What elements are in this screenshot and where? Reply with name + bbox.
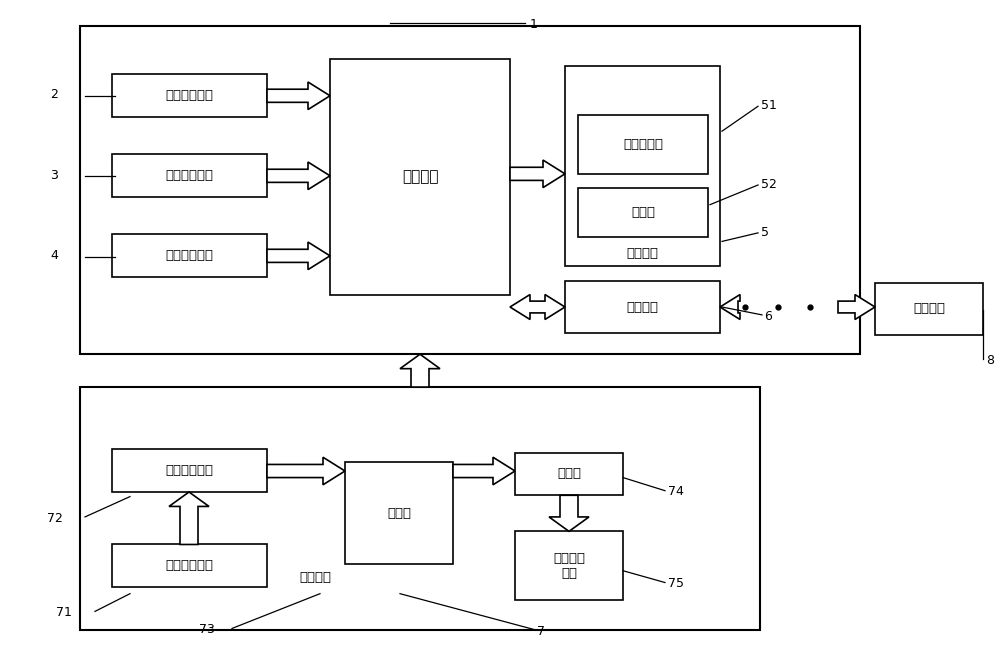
FancyBboxPatch shape [578, 188, 708, 237]
Polygon shape [267, 242, 330, 270]
FancyBboxPatch shape [80, 26, 860, 354]
Text: 监控中心: 监控中心 [913, 302, 945, 316]
FancyBboxPatch shape [80, 387, 760, 630]
FancyBboxPatch shape [565, 281, 720, 333]
Text: 逆变器: 逆变器 [557, 468, 581, 480]
Polygon shape [720, 295, 740, 319]
FancyBboxPatch shape [112, 544, 267, 587]
Text: 72: 72 [47, 512, 63, 525]
Polygon shape [169, 492, 209, 544]
Text: 语音采集模块: 语音采集模块 [166, 249, 214, 262]
Text: 音频播放器: 音频播放器 [623, 138, 663, 151]
Polygon shape [267, 457, 345, 485]
FancyBboxPatch shape [330, 59, 510, 295]
Polygon shape [453, 457, 515, 485]
Text: 显示屏: 显示屏 [631, 207, 655, 219]
FancyBboxPatch shape [112, 234, 267, 277]
Text: 控制模块: 控制模块 [402, 170, 438, 184]
Polygon shape [510, 160, 565, 188]
Text: 太阳能控制器: 太阳能控制器 [166, 464, 214, 477]
FancyBboxPatch shape [565, 66, 720, 266]
Text: 太阳能电池板: 太阳能电池板 [166, 560, 214, 572]
Text: 电源模块: 电源模块 [299, 571, 331, 584]
FancyBboxPatch shape [345, 462, 453, 564]
Text: 报警模块: 报警模块 [626, 247, 658, 260]
Polygon shape [400, 354, 440, 387]
Text: 2: 2 [50, 88, 58, 101]
Polygon shape [267, 82, 330, 110]
Text: 74: 74 [668, 485, 684, 498]
FancyBboxPatch shape [112, 74, 267, 117]
Text: 电源输出
接口: 电源输出 接口 [553, 552, 585, 580]
FancyBboxPatch shape [515, 531, 623, 600]
Text: 51: 51 [761, 99, 777, 112]
FancyBboxPatch shape [578, 115, 708, 174]
FancyBboxPatch shape [875, 283, 983, 335]
Text: 8: 8 [986, 354, 994, 367]
Text: 5: 5 [761, 226, 769, 239]
Polygon shape [267, 162, 330, 190]
FancyBboxPatch shape [112, 449, 267, 492]
Text: 73: 73 [199, 623, 215, 636]
Polygon shape [510, 295, 565, 319]
Text: 52: 52 [761, 178, 777, 191]
Polygon shape [549, 495, 589, 531]
Text: 75: 75 [668, 577, 684, 590]
Polygon shape [838, 295, 875, 319]
Text: 71: 71 [56, 606, 72, 619]
Text: 通信模块: 通信模块 [626, 300, 658, 314]
Text: 图像采集模块: 图像采集模块 [166, 169, 214, 182]
Text: 6: 6 [764, 310, 772, 323]
FancyBboxPatch shape [515, 453, 623, 495]
Text: 蓄电池: 蓄电池 [387, 507, 411, 520]
FancyBboxPatch shape [112, 154, 267, 197]
Text: 3: 3 [50, 169, 58, 182]
Text: 4: 4 [50, 249, 58, 262]
Text: 红外感应模块: 红外感应模块 [166, 89, 214, 102]
Text: 7: 7 [537, 625, 545, 638]
Text: 1: 1 [530, 18, 538, 31]
